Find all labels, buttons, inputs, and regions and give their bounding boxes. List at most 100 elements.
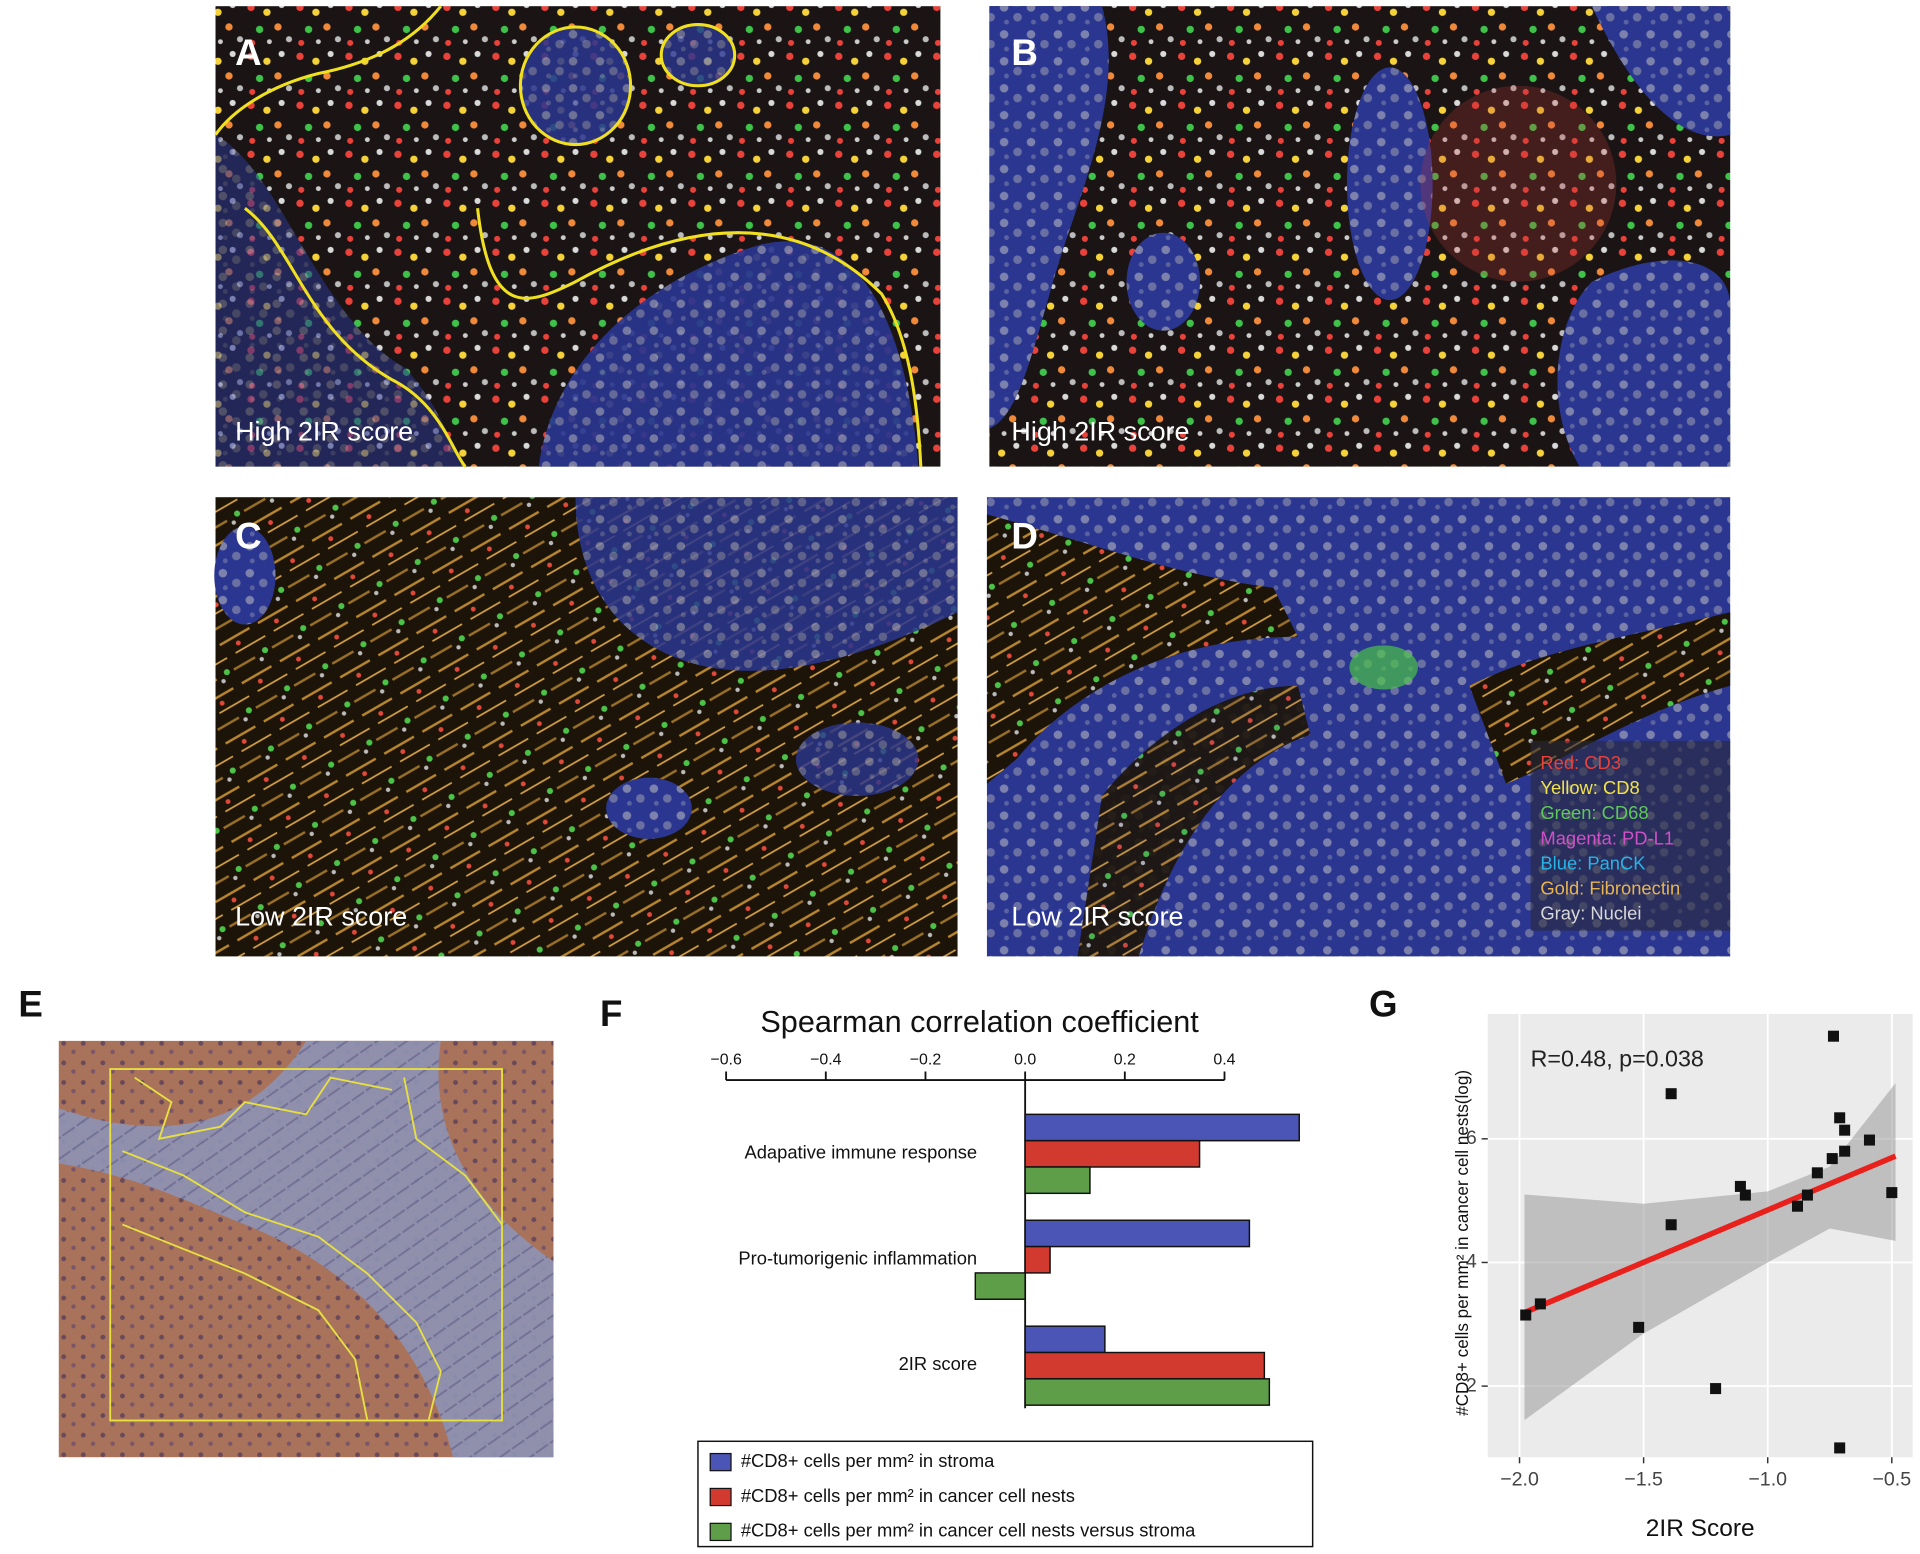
tumor-nest — [1591, 6, 1731, 137]
region-outline — [122, 1076, 503, 1421]
point — [1839, 1145, 1851, 1157]
legend-label: #CD8+ cells per mm² in stroma — [741, 1450, 995, 1471]
category-label: Pro-tumorigenic inflammation — [738, 1247, 977, 1268]
bar — [1024, 1351, 1266, 1380]
legend-swatch — [709, 1487, 732, 1507]
bar — [1024, 1219, 1251, 1248]
x-tick-label: −0.6 — [710, 1052, 742, 1069]
x-tick-label: −0.2 — [910, 1052, 942, 1069]
tumor-nest — [214, 526, 276, 625]
legend-label: #CD8+ cells per mm² in cancer cell nests — [741, 1485, 1075, 1506]
stroma-region — [58, 1040, 554, 1458]
x-tick-label: −1.5 — [1624, 1469, 1663, 1491]
bar — [1024, 1166, 1091, 1195]
stain-legend: Red: CD3 Yellow: CD8 Green: CD68 Magenta: P… — [1540, 752, 1680, 924]
panel-caption: Low 2IR score — [235, 902, 407, 932]
panel-e: E — [18, 983, 554, 1458]
legend-swatch — [709, 1522, 732, 1542]
tumor-nest — [520, 27, 631, 145]
panel-label: F — [600, 993, 622, 1034]
legend-entry: Gold: Fibronectin — [1540, 877, 1680, 898]
tumor-nest — [575, 497, 958, 671]
y-axis-label: #CD8+ cells per mm² in cancer cell nests… — [1452, 1070, 1472, 1416]
panel-a: A High 2IR score — [214, 5, 941, 468]
panel-c: C Low 2IR score — [214, 497, 958, 957]
fit-line — [1523, 1153, 1897, 1316]
legend-label: #CD8+ cells per mm² in cancer cell nests… — [741, 1520, 1196, 1541]
confidence-band — [1524, 1083, 1896, 1421]
point — [1520, 1309, 1532, 1321]
x-tick-label: −0.4 — [810, 1052, 842, 1069]
tumor-nest — [606, 777, 692, 839]
point — [1827, 1030, 1839, 1042]
x-axis-label: 2IR Score — [1646, 1515, 1755, 1542]
tumor-nest — [661, 24, 735, 86]
stroma-band — [1077, 685, 1311, 957]
category-label: 2IR score — [899, 1353, 978, 1374]
point — [1863, 1134, 1875, 1146]
point — [1886, 1187, 1898, 1199]
point — [1665, 1219, 1677, 1231]
legend-entry: Green: CD68 — [1540, 802, 1648, 823]
legend-swatch — [709, 1452, 732, 1472]
point — [1665, 1088, 1677, 1100]
panel-label: B — [1011, 32, 1038, 73]
panel-label: E — [18, 983, 43, 1024]
legend-entry: Blue: PanCK — [1540, 852, 1646, 873]
y-tick-label: 4 — [1466, 1251, 1477, 1273]
tumor-nest — [1557, 260, 1731, 467]
y-tick-label: 6 — [1466, 1127, 1477, 1149]
immune-cluster — [1420, 85, 1617, 282]
x-tick-label: 0.2 — [1114, 1052, 1136, 1069]
tumor-nest — [215, 134, 466, 467]
tumor-nest — [1346, 67, 1433, 301]
point — [1633, 1321, 1645, 1333]
x-tick-label: −0.5 — [1872, 1469, 1911, 1491]
region-outline — [659, 23, 737, 88]
legend-entry: Magenta: PD-L1 — [1540, 827, 1674, 848]
panel-f: F Spearman correlation coefficient −0.6 −… — [600, 993, 1314, 1548]
x-tick-label: 0.0 — [1014, 1052, 1036, 1069]
annotation: R=0.48, p=0.038 — [1531, 1046, 1704, 1072]
tumor-nest — [1126, 232, 1200, 331]
panel-d: Red: CD3 Yellow: CD8 Green: CD68 Magenta: P… — [986, 497, 1731, 957]
x-tick-label: 0.4 — [1213, 1052, 1235, 1069]
point — [1826, 1153, 1838, 1165]
point — [1710, 1383, 1722, 1395]
point — [1834, 1112, 1846, 1124]
category-label: Adapative immune response — [744, 1141, 977, 1162]
region-outline — [476, 208, 923, 467]
bar — [974, 1272, 1026, 1300]
bar — [1024, 1139, 1201, 1168]
panel-caption: High 2IR score — [1011, 417, 1189, 447]
y-tick-label: 2 — [1466, 1374, 1477, 1396]
panel-b: B High 2IR score — [989, 6, 1731, 467]
point — [1791, 1200, 1804, 1212]
point — [1811, 1167, 1823, 1179]
panel-label: G — [1369, 983, 1398, 1024]
point — [1834, 1442, 1846, 1454]
panel-g: G −2.0 −1.5 −1.0 −0.5 2 4 6 R=0.48, p=0.038 2IR … — [1369, 983, 1913, 1542]
bar — [1024, 1378, 1271, 1406]
tumor-nest — [795, 722, 919, 796]
x-tick-label: −1.0 — [1748, 1469, 1787, 1491]
legend-entry: Yellow: CD8 — [1540, 777, 1639, 798]
panel-label: C — [235, 516, 262, 557]
tumor-nest — [989, 6, 1109, 429]
point — [1739, 1189, 1751, 1201]
x-tick-label: −2.0 — [1500, 1469, 1539, 1491]
point — [1734, 1180, 1746, 1192]
cell-cluster — [1349, 645, 1418, 690]
panel-caption: Low 2IR score — [1011, 902, 1183, 932]
panel-label: D — [1011, 516, 1038, 557]
bar — [1024, 1325, 1106, 1354]
legend-bg — [1530, 740, 1731, 931]
chart-title: Spearman correlation coefficient — [760, 1005, 1199, 1039]
point — [1801, 1189, 1813, 1201]
legend-entry: Red: CD3 — [1540, 752, 1621, 773]
legend-box — [697, 1440, 1314, 1548]
tumor-nest — [538, 241, 919, 467]
legend-entry: Gray: Nuclei — [1540, 903, 1641, 924]
bar — [1024, 1245, 1051, 1274]
